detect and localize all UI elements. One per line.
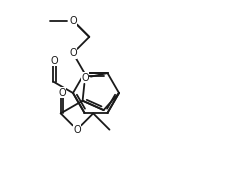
Text: O: O: [58, 88, 66, 98]
Text: O: O: [81, 73, 89, 83]
Text: O: O: [51, 56, 58, 66]
Text: O: O: [69, 48, 77, 58]
Text: O: O: [73, 125, 81, 135]
Text: O: O: [69, 16, 77, 26]
